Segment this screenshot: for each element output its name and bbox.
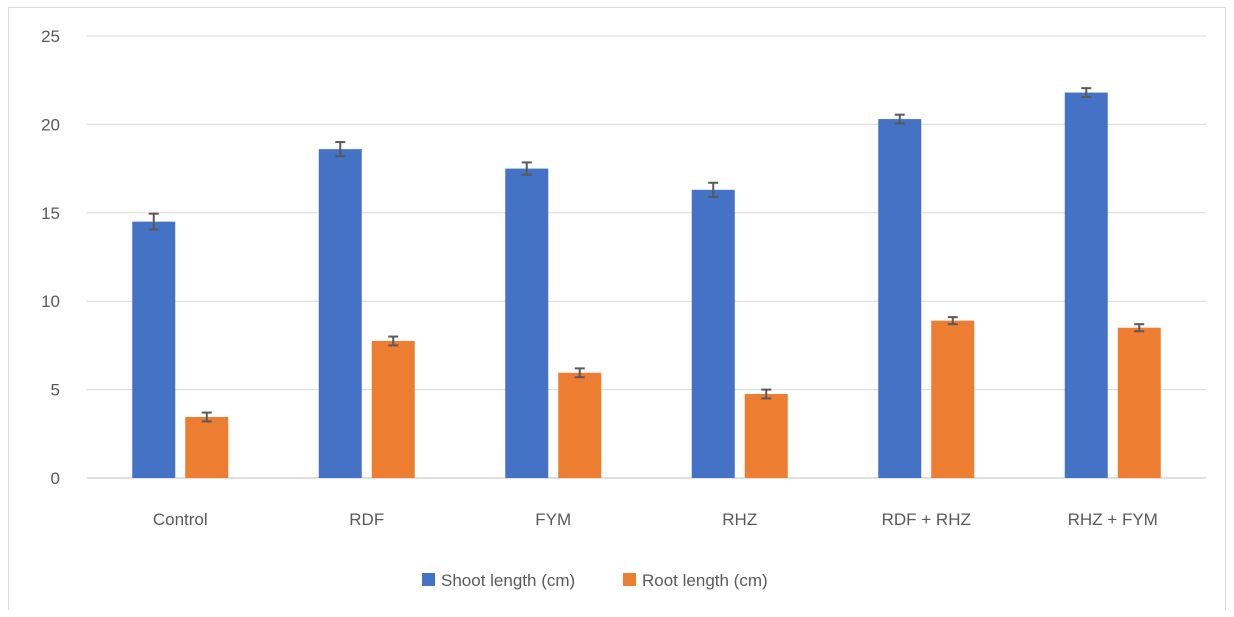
error-bar — [708, 181, 719, 198]
bar-root-4 — [931, 320, 975, 478]
x-axis-ticks: Control RDF FYM RHZ RDF + RHZ RHZ + FYM — [153, 510, 1158, 529]
error-bar — [148, 212, 159, 231]
y-tick-label: 25 — [41, 27, 60, 46]
y-tick-label: 10 — [41, 292, 60, 311]
y-tick-label: 0 — [51, 469, 60, 488]
legend: Shoot length (cm) Root length (cm) — [422, 571, 768, 590]
legend-swatch — [422, 573, 435, 586]
y-tick-label: 15 — [41, 204, 60, 223]
legend-label: Shoot length (cm) — [441, 571, 575, 590]
error-bar — [1081, 87, 1092, 98]
gridlines — [87, 35, 1206, 479]
bar-shoot-2 — [505, 168, 549, 478]
bar-shoot-5 — [1064, 92, 1108, 479]
bar-shoot-1 — [318, 149, 362, 479]
x-tick-label: RDF — [349, 510, 384, 529]
y-tick-label: 5 — [51, 381, 60, 400]
bar-root-1 — [371, 340, 415, 478]
error-bar — [521, 161, 532, 176]
error-bar — [947, 316, 958, 326]
error-bar — [761, 388, 772, 400]
bars — [132, 87, 1161, 479]
error-bar — [574, 367, 585, 379]
bar-shoot-3 — [691, 189, 735, 479]
bar-root-0 — [185, 417, 229, 478]
bar-root-2 — [558, 372, 602, 478]
x-tick-label: RHZ + FYM — [1068, 510, 1158, 529]
error-bar — [388, 335, 399, 347]
bar-shoot-4 — [878, 119, 922, 478]
x-tick-label: FYM — [535, 510, 571, 529]
error-bar — [201, 411, 212, 423]
bar-root-5 — [1117, 327, 1161, 478]
x-tick-label: Control — [153, 510, 208, 529]
error-bar — [1134, 323, 1145, 333]
y-tick-label: 20 — [41, 115, 60, 134]
chart-frame — [8, 7, 1226, 610]
x-tick-label: RHZ — [722, 510, 757, 529]
x-tick-label: RDF + RHZ — [882, 510, 971, 529]
legend-swatch — [623, 573, 636, 586]
legend-label: Root length (cm) — [642, 571, 768, 590]
y-axis-ticks: 0 5 10 15 20 25 — [41, 27, 60, 488]
bar-shoot-0 — [132, 221, 176, 478]
bar-root-3 — [744, 394, 788, 478]
error-bar — [894, 113, 905, 125]
error-bar — [335, 141, 346, 158]
